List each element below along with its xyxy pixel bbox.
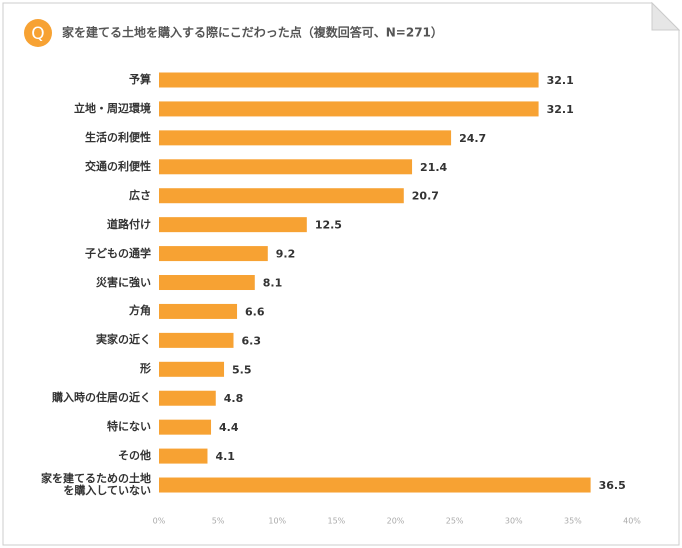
y-tick-label: 災害に強い xyxy=(96,275,151,289)
x-tick-label: 35% xyxy=(564,517,582,526)
bar xyxy=(159,217,307,233)
bar xyxy=(159,332,234,348)
bar xyxy=(159,159,413,175)
value-label: 6.6 xyxy=(245,305,265,318)
x-tick-label: 10% xyxy=(268,517,286,526)
y-tick-label: 方角 xyxy=(129,304,151,318)
x-tick-label: 25% xyxy=(446,517,464,526)
bar xyxy=(159,477,591,493)
value-label: 20.7 xyxy=(412,190,439,203)
y-tick-label: 子どもの通学 xyxy=(85,246,151,260)
value-label: 6.3 xyxy=(241,334,261,347)
y-tick-label: 立地・周辺環境 xyxy=(74,101,151,115)
y-tick-label: 広さ xyxy=(129,188,151,202)
value-label: 12.5 xyxy=(315,219,342,232)
y-tick-label: 形 xyxy=(140,362,151,376)
y-tick-label: その他 xyxy=(118,449,151,463)
bar xyxy=(159,72,539,88)
x-tick-label: 30% xyxy=(505,517,523,526)
y-tick-label: 購入時の住居の近く xyxy=(52,391,151,405)
x-tick-label: 5% xyxy=(212,517,225,526)
x-tick-label: 0% xyxy=(153,517,166,526)
bar xyxy=(159,390,216,406)
y-tick-label: 道路付け xyxy=(107,217,151,231)
x-tick-label: 40% xyxy=(623,517,641,526)
value-label: 9.2 xyxy=(276,248,296,261)
bar xyxy=(159,448,208,464)
bar xyxy=(159,275,255,291)
q-badge xyxy=(24,19,52,47)
bar xyxy=(159,361,225,377)
y-tick-label: 家を建てるための土地 を購入していない xyxy=(41,472,151,498)
y-tick-label: 特にない xyxy=(107,420,151,434)
x-tick-label: 20% xyxy=(387,517,405,526)
value-label: 4.8 xyxy=(224,392,244,405)
y-tick-label: 生活の利便性 xyxy=(85,130,151,144)
y-tick-label: 交通の利便性 xyxy=(85,159,151,173)
bar xyxy=(159,419,212,435)
value-label: 8.1 xyxy=(263,277,283,290)
value-label: 5.5 xyxy=(232,363,252,376)
chart-title: 家を建てる土地を購入する際にこだわった点（複数回答可、N=271） xyxy=(62,25,443,40)
value-label: 4.4 xyxy=(219,421,239,434)
bar xyxy=(159,303,238,319)
bar xyxy=(159,188,404,204)
bar xyxy=(159,101,539,117)
folded-corner xyxy=(651,1,681,31)
bar xyxy=(159,246,268,262)
bar xyxy=(159,130,452,146)
q-badge-text: Q xyxy=(31,24,44,44)
y-tick-label: 実家の近く xyxy=(96,333,151,347)
value-label: 32.1 xyxy=(547,74,574,87)
value-label: 32.1 xyxy=(547,103,574,116)
value-label: 21.4 xyxy=(420,161,447,174)
x-tick-label: 15% xyxy=(327,517,345,526)
y-tick-label: 予算 xyxy=(129,73,151,86)
value-label: 24.7 xyxy=(459,132,486,145)
value-label: 4.1 xyxy=(215,450,235,463)
value-label: 36.5 xyxy=(599,479,626,492)
